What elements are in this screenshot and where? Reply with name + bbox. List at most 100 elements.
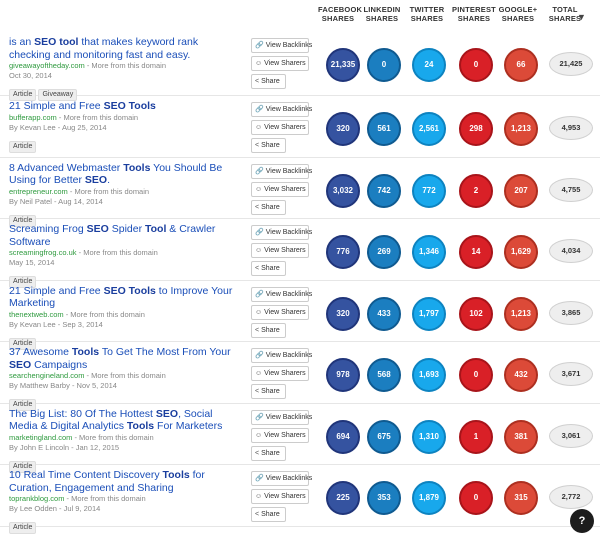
tag-badge[interactable]: Article — [9, 399, 37, 411]
help-icon[interactable]: ? — [570, 509, 594, 533]
table-row: 8 Advanced Webmaster Tools You Should Be… — [0, 158, 600, 227]
more-from-domain-link[interactable]: - More from this domain — [64, 494, 146, 503]
view-backlinks-button[interactable]: 🔗 View Backlinks — [251, 38, 312, 53]
view-backlinks-button[interactable]: 🔗 View Backlinks — [251, 409, 312, 425]
share-button[interactable]: < Share — [251, 384, 286, 399]
article-title-link[interactable]: 21 Simple and Free SEO Tools to Improve … — [9, 284, 233, 310]
view-backlinks-button[interactable]: 🔗 View Backlinks — [251, 102, 312, 117]
article-title-link[interactable]: 21 Simple and Free SEO Tools — [9, 100, 156, 112]
share-icon: < — [255, 511, 260, 518]
share-button[interactable]: < Share — [251, 199, 286, 215]
share-icon: < — [255, 388, 260, 395]
article-domain[interactable]: thenextweb.com — [9, 309, 64, 319]
article-domain[interactable]: searchengineland.com — [9, 371, 85, 380]
tag-badge[interactable]: Article — [9, 460, 37, 473]
pinterest-shares-count: 0 — [459, 358, 493, 392]
tag-list: Article — [9, 516, 237, 534]
article-domain[interactable]: entrepreneur.com — [9, 186, 68, 196]
more-from-domain-link[interactable]: - More from this domain — [56, 112, 139, 122]
article-byline: May 15, 2014 — [9, 258, 55, 267]
article-domain[interactable]: toprankblog.com — [9, 494, 65, 503]
article-domain[interactable]: marketingland.com — [9, 432, 73, 442]
tag-badge[interactable]: Article — [9, 214, 37, 227]
linkedin-shares-count: 568 — [367, 358, 401, 392]
more-from-domain-link[interactable]: - More from this domain — [84, 61, 167, 70]
total-shares-count: 4,755 — [549, 177, 593, 202]
table-row: 21 Simple and Free SEO Tools bufferapp.c… — [0, 96, 600, 158]
article-title-link[interactable]: is an SEO tool that makes keyword rank c… — [9, 36, 199, 61]
tag-badge[interactable]: Article — [9, 89, 37, 101]
link-icon: 🔗 — [255, 106, 264, 113]
tag-badge[interactable]: Giveaway — [38, 89, 78, 101]
more-from-domain-link[interactable]: - More from this domain — [84, 371, 166, 380]
share-button[interactable]: < Share — [251, 322, 286, 338]
article-domain[interactable]: giveawayoftheday.com — [9, 61, 85, 70]
more-from-domain-link[interactable]: - More from this domain — [63, 309, 145, 319]
header-linkedin-shares[interactable]: LINKEDIN SHARES — [363, 5, 401, 23]
share-button[interactable]: < Share — [251, 445, 286, 461]
article-title-link[interactable]: The Big List: 80 Of The Hottest SEO, Soc… — [9, 407, 223, 433]
facebook-shares-count: 694 — [326, 419, 360, 454]
row-actions: 🔗 View Backlinks ☺ View Sharers < Share — [251, 163, 312, 218]
more-from-domain-link[interactable]: - More from this domain — [76, 248, 158, 257]
article-title-link[interactable]: 10 Real Time Content Discovery Tools for… — [9, 469, 205, 494]
view-sharers-button[interactable]: ☺ View Sharers — [251, 243, 309, 258]
link-icon: 🔗 — [255, 167, 264, 175]
view-sharers-button[interactable]: ☺ View Sharers — [251, 489, 309, 504]
table-row: Screaming Frog SEO Spider Tool & Crawler… — [0, 219, 600, 288]
users-icon: ☺ — [255, 124, 263, 131]
share-icon: < — [255, 265, 260, 272]
share-label: Share — [261, 78, 280, 85]
tag-badge[interactable]: Article — [9, 337, 37, 350]
article-title-link[interactable]: 8 Advanced Webmaster Tools You Should Be… — [9, 161, 223, 187]
view-backlinks-button[interactable]: 🔗 View Backlinks — [251, 471, 312, 486]
facebook-shares-count: 3,032 — [326, 173, 360, 208]
article-byline: By Kevan Lee - Aug 25, 2014 — [9, 122, 107, 132]
tag-badge[interactable]: Article — [9, 522, 37, 534]
view-backlinks-button[interactable]: 🔗 View Backlinks — [251, 286, 312, 302]
googleplus-shares-count: 315 — [504, 481, 538, 515]
header-total-shares[interactable]: TOTAL SHARES — [548, 5, 582, 23]
view-sharers-button[interactable]: ☺ View Sharers — [251, 120, 309, 135]
view-sharers-button[interactable]: ☺ View Sharers — [251, 181, 309, 197]
article-domain[interactable]: bufferapp.com — [9, 112, 57, 122]
view-backlinks-button[interactable]: 🔗 View Backlinks — [251, 225, 312, 240]
tag-badge[interactable]: Article — [9, 140, 37, 153]
share-button[interactable]: < Share — [251, 507, 286, 522]
article-title-link[interactable]: Screaming Frog SEO Spider Tool & Crawler… — [9, 223, 216, 248]
header-googleplus-shares[interactable]: GOOGLE+ SHARES — [498, 5, 538, 23]
sort-descending-icon[interactable]: ▼ — [577, 12, 586, 22]
row-actions: 🔗 View Backlinks ☺ View Sharers < Share — [251, 225, 312, 279]
share-button[interactable]: < Share — [251, 74, 286, 89]
googleplus-shares-count: 1,629 — [504, 235, 538, 269]
share-button[interactable]: < Share — [251, 138, 286, 153]
view-backlinks-label: View Backlinks — [265, 413, 313, 421]
more-from-domain-link[interactable]: - More from this domain — [67, 186, 150, 196]
view-sharers-label: View Sharers — [264, 60, 306, 67]
view-backlinks-label: View Backlinks — [265, 475, 313, 482]
tag-list: Article — [9, 393, 237, 411]
header-twitter-shares[interactable]: TWITTER SHARES — [409, 5, 445, 23]
twitter-shares-count: 1,346 — [412, 235, 446, 269]
tag-badge[interactable]: Article — [9, 276, 37, 288]
more-from-domain-link[interactable]: - More from this domain — [72, 432, 154, 442]
header-pinterest-shares[interactable]: PINTEREST SHARES — [452, 5, 496, 23]
header-facebook-shares[interactable]: FACEBOOK SHARES — [318, 5, 363, 23]
tag-list: Article — [9, 270, 237, 288]
article-info: The Big List: 80 Of The Hottest SEO, Soc… — [9, 408, 237, 473]
view-sharers-button[interactable]: ☺ View Sharers — [251, 304, 309, 320]
twitter-shares-count: 1,693 — [412, 358, 446, 392]
article-title-link[interactable]: 37 Awesome Tools To Get The Most From Yo… — [9, 346, 231, 371]
view-sharers-label: View Sharers — [264, 124, 306, 131]
article-domain[interactable]: screamingfrog.co.uk — [9, 248, 77, 257]
share-button[interactable]: < Share — [251, 261, 286, 276]
view-backlinks-label: View Backlinks — [265, 290, 313, 298]
view-sharers-button[interactable]: ☺ View Sharers — [251, 56, 309, 71]
view-backlinks-button[interactable]: 🔗 View Backlinks — [251, 348, 312, 363]
table-row: 37 Awesome Tools To Get The Most From Yo… — [0, 342, 600, 411]
tag-list: Article Giveaway — [9, 83, 237, 101]
view-backlinks-button[interactable]: 🔗 View Backlinks — [251, 163, 312, 179]
linkedin-shares-count: 353 — [367, 481, 401, 515]
view-sharers-button[interactable]: ☺ View Sharers — [251, 427, 309, 443]
view-sharers-button[interactable]: ☺ View Sharers — [251, 366, 309, 381]
